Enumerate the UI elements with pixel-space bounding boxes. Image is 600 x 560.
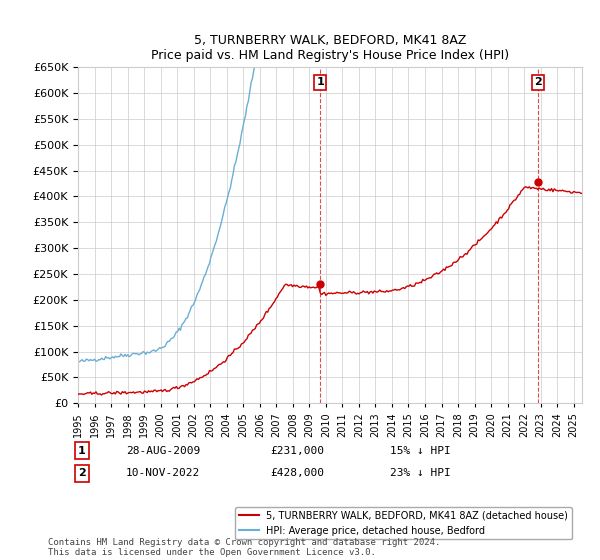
Text: 2: 2 bbox=[78, 468, 86, 478]
Text: 23% ↓ HPI: 23% ↓ HPI bbox=[390, 468, 451, 478]
Text: 1: 1 bbox=[316, 77, 324, 87]
Text: Contains HM Land Registry data © Crown copyright and database right 2024.
This d: Contains HM Land Registry data © Crown c… bbox=[48, 538, 440, 557]
Text: 1: 1 bbox=[78, 446, 86, 456]
Title: 5, TURNBERRY WALK, BEDFORD, MK41 8AZ
Price paid vs. HM Land Registry's House Pri: 5, TURNBERRY WALK, BEDFORD, MK41 8AZ Pri… bbox=[151, 34, 509, 62]
Text: 2: 2 bbox=[535, 77, 542, 87]
Text: £428,000: £428,000 bbox=[270, 468, 324, 478]
Text: 15% ↓ HPI: 15% ↓ HPI bbox=[390, 446, 451, 456]
Legend: 5, TURNBERRY WALK, BEDFORD, MK41 8AZ (detached house), HPI: Average price, detac: 5, TURNBERRY WALK, BEDFORD, MK41 8AZ (de… bbox=[235, 507, 572, 539]
Text: 28-AUG-2009: 28-AUG-2009 bbox=[126, 446, 200, 456]
Text: 10-NOV-2022: 10-NOV-2022 bbox=[126, 468, 200, 478]
Text: £231,000: £231,000 bbox=[270, 446, 324, 456]
